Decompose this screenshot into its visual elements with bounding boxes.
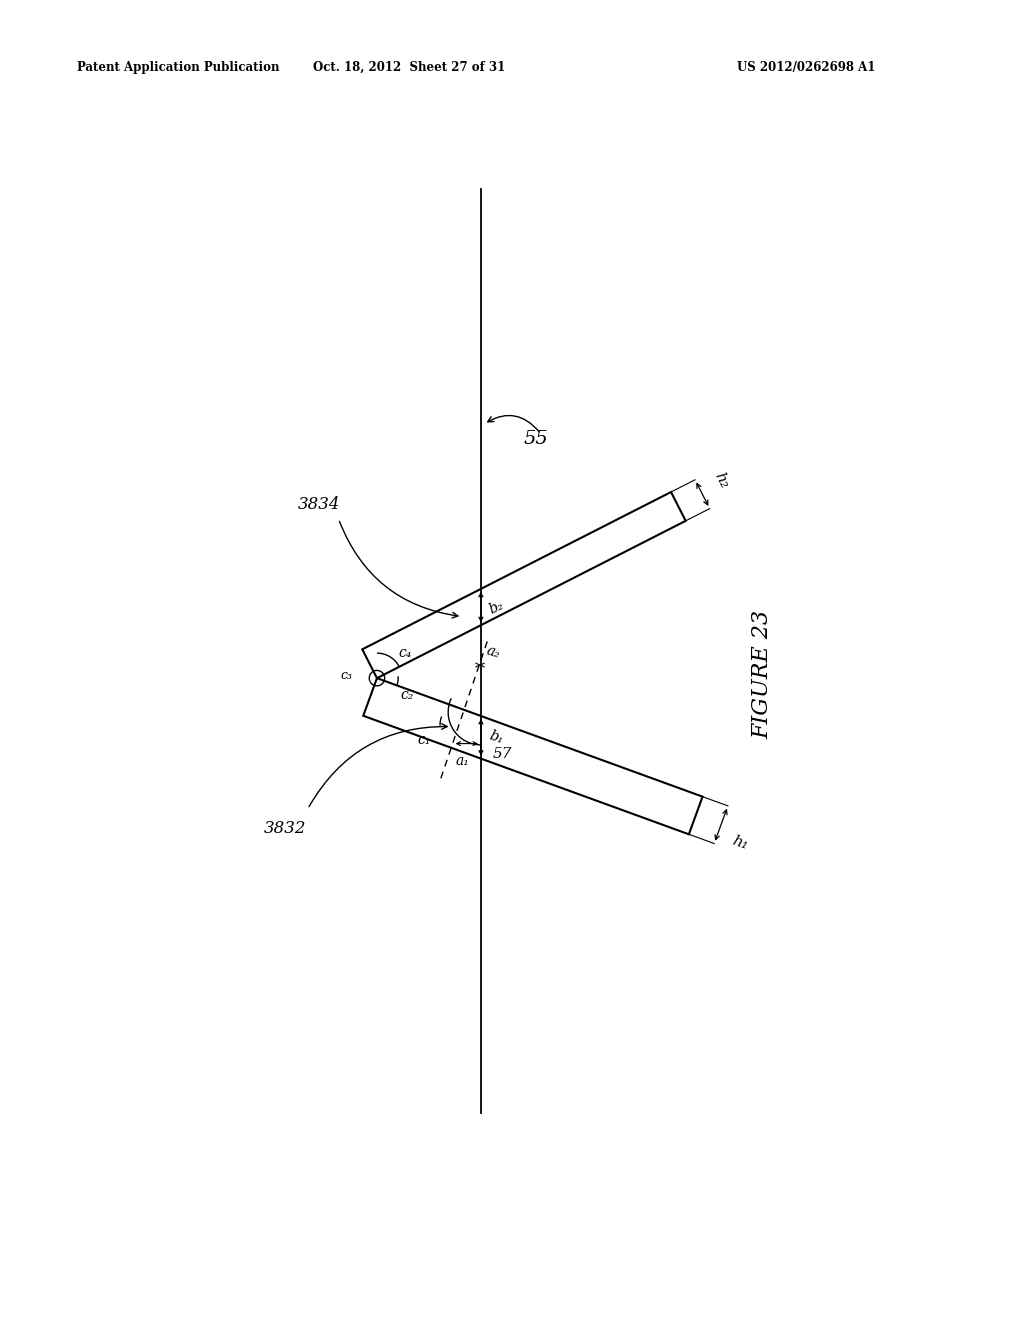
Text: c₄: c₄ (398, 645, 412, 660)
Text: c₂: c₂ (400, 688, 414, 702)
Text: c₃: c₃ (340, 668, 352, 681)
Text: Oct. 18, 2012  Sheet 27 of 31: Oct. 18, 2012 Sheet 27 of 31 (313, 61, 506, 74)
Text: a₁: a₁ (456, 754, 470, 768)
Text: 3834: 3834 (298, 496, 340, 513)
Text: c₁: c₁ (418, 733, 431, 747)
Text: a₂: a₂ (484, 643, 502, 660)
Text: 57: 57 (493, 747, 512, 762)
Text: h₁: h₁ (730, 834, 751, 853)
Text: h₂: h₂ (712, 470, 731, 490)
Text: b₂: b₂ (487, 598, 506, 616)
Text: 3832: 3832 (263, 820, 306, 837)
Text: Patent Application Publication: Patent Application Publication (77, 61, 280, 74)
Text: FIGURE 23: FIGURE 23 (751, 610, 773, 739)
Text: b₁: b₁ (487, 729, 505, 746)
Text: 55: 55 (523, 430, 548, 449)
Text: US 2012/0262698 A1: US 2012/0262698 A1 (737, 61, 876, 74)
